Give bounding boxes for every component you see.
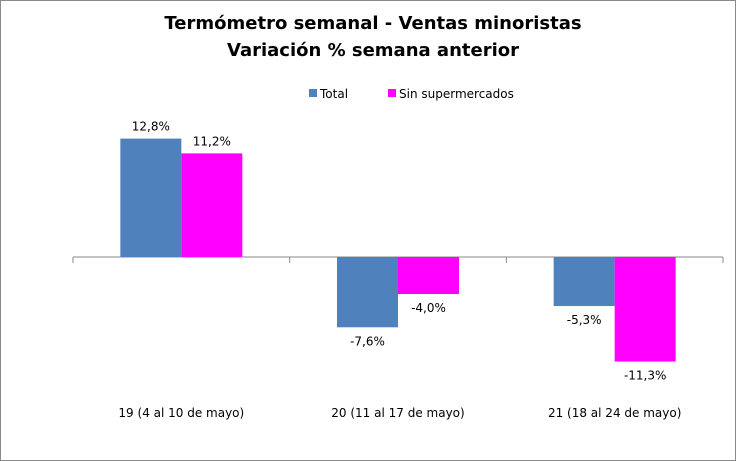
data-label: -11,3% [624, 369, 666, 383]
bar-total [120, 138, 182, 257]
legend-label: Sin supermercados [399, 87, 514, 101]
legend-label: Total [319, 87, 348, 101]
data-label: 11,2% [193, 134, 231, 148]
data-label: -4,0% [411, 301, 446, 315]
data-label: -7,6% [350, 334, 385, 348]
bar-total [553, 257, 615, 307]
legend-swatch [388, 89, 396, 97]
bar-sin-supermercados [181, 153, 243, 257]
category-label: 20 (11 al 17 de mayo) [331, 406, 464, 420]
data-label: 12,8% [132, 120, 170, 134]
legend-swatch [309, 89, 317, 97]
data-label: -5,3% [567, 313, 602, 327]
category-label: 19 (4 al 10 de mayo) [118, 406, 244, 420]
bar-total [337, 257, 398, 328]
chart-title: Termómetro semanal - Ventas minoristas [164, 13, 581, 34]
category-label: 21 (18 al 24 de mayo) [548, 406, 681, 420]
legend: Total Sin supermercados [309, 87, 514, 101]
bar-sin-supermercados [398, 257, 459, 294]
chart-subtitle: Variación % semana anterior [227, 40, 519, 61]
plot-area: 12,8% 11,2% 19 (4 al 10 de mayo) -7,6% -4,0%… [72, 120, 724, 420]
bar-sin-supermercados [614, 257, 676, 362]
